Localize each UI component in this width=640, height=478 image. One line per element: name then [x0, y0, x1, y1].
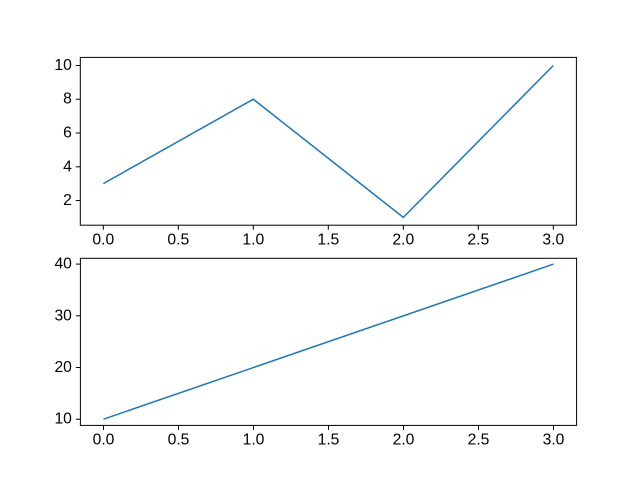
svg-text:1.5: 1.5 — [318, 432, 340, 449]
svg-text:2.0: 2.0 — [392, 232, 414, 249]
svg-text:4: 4 — [63, 158, 72, 175]
svg-text:1.0: 1.0 — [242, 232, 264, 249]
svg-text:2.0: 2.0 — [393, 432, 415, 449]
svg-text:8: 8 — [63, 91, 72, 108]
svg-text:0.0: 0.0 — [93, 432, 115, 449]
svg-text:20: 20 — [54, 359, 72, 376]
svg-text:0.5: 0.5 — [168, 432, 190, 449]
svg-text:2.5: 2.5 — [467, 232, 489, 249]
svg-text:0.5: 0.5 — [167, 232, 189, 249]
svg-text:3.0: 3.0 — [542, 232, 564, 249]
svg-text:40: 40 — [54, 256, 72, 273]
svg-text:10: 10 — [54, 411, 72, 428]
svg-text:30: 30 — [54, 307, 72, 324]
svg-text:2.5: 2.5 — [468, 432, 490, 449]
svg-text:2: 2 — [63, 192, 72, 209]
svg-text:1.0: 1.0 — [243, 432, 265, 449]
svg-text:6: 6 — [63, 125, 72, 142]
svg-text:1.5: 1.5 — [317, 232, 339, 249]
svg-text:0.0: 0.0 — [92, 232, 114, 249]
svg-text:3.0: 3.0 — [543, 432, 565, 449]
svg-text:10: 10 — [54, 57, 72, 74]
